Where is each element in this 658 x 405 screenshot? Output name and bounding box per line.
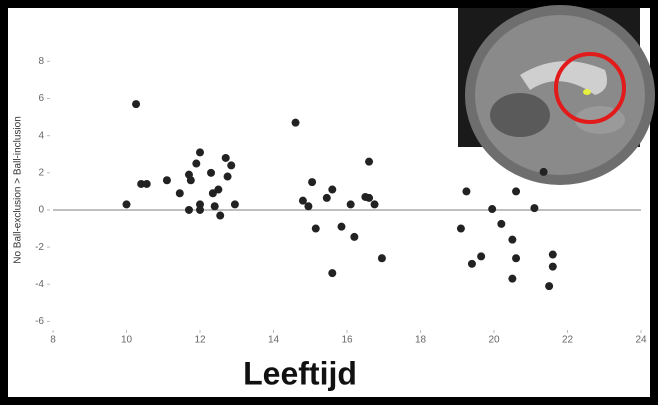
point xyxy=(545,282,554,291)
point xyxy=(216,211,225,220)
point xyxy=(227,161,236,170)
x-tick-label: 12 xyxy=(194,335,206,346)
brain-inset xyxy=(458,5,655,185)
point xyxy=(328,185,337,194)
y-tick-label: -6 xyxy=(35,316,44,327)
x-tick-label: 14 xyxy=(268,335,280,346)
point xyxy=(184,205,193,214)
point xyxy=(304,202,313,211)
point xyxy=(142,179,151,188)
point xyxy=(365,193,374,202)
x-tick-label: 8 xyxy=(50,335,56,346)
point xyxy=(456,224,465,233)
point xyxy=(462,187,471,196)
y-tick-label: 6 xyxy=(38,93,44,104)
point xyxy=(530,204,539,213)
point xyxy=(214,185,223,194)
point xyxy=(365,157,374,166)
y-tick-label: 4 xyxy=(38,130,44,141)
point xyxy=(196,148,204,157)
point xyxy=(512,254,521,263)
point xyxy=(162,176,171,185)
x-tick-label: 10 xyxy=(121,335,133,346)
y-tick-label: 2 xyxy=(38,167,44,178)
point xyxy=(291,118,300,127)
x-tick-label: 22 xyxy=(562,335,574,346)
point xyxy=(196,200,204,209)
point xyxy=(337,222,346,231)
point xyxy=(221,153,230,162)
point xyxy=(508,274,517,283)
y-tick-label: 0 xyxy=(38,205,44,216)
point xyxy=(322,193,331,202)
point xyxy=(137,179,146,188)
point xyxy=(311,224,320,233)
point xyxy=(207,168,216,177)
point xyxy=(328,269,337,278)
point xyxy=(488,205,497,214)
point xyxy=(308,178,317,187)
point xyxy=(548,250,557,259)
point xyxy=(210,202,219,211)
point xyxy=(122,200,131,209)
point xyxy=(512,187,521,196)
x-axis-label: Leeftijd xyxy=(243,355,357,391)
point xyxy=(192,159,201,168)
point xyxy=(370,200,379,209)
point xyxy=(230,200,239,209)
point xyxy=(467,259,476,268)
x-tick-label: 18 xyxy=(415,335,427,346)
x-tick-label: 24 xyxy=(635,335,647,346)
y-tick-label: 8 xyxy=(38,56,44,67)
point xyxy=(346,200,355,209)
point xyxy=(350,232,359,241)
point xyxy=(497,219,506,228)
point xyxy=(508,235,517,244)
point xyxy=(223,172,232,181)
y-axis-label: No Ball-exclusion > Ball-inclusion xyxy=(13,116,24,264)
point xyxy=(548,262,557,271)
point xyxy=(477,252,486,261)
point xyxy=(298,196,307,205)
point xyxy=(377,254,386,263)
point xyxy=(196,205,204,214)
x-tick-label: 16 xyxy=(341,335,353,346)
point xyxy=(539,167,548,176)
x-tick-label: 20 xyxy=(488,335,500,346)
point xyxy=(175,189,184,198)
y-tick-label: -4 xyxy=(35,279,44,290)
point xyxy=(132,100,141,109)
point xyxy=(186,176,195,185)
y-tick-label: -2 xyxy=(35,242,44,253)
